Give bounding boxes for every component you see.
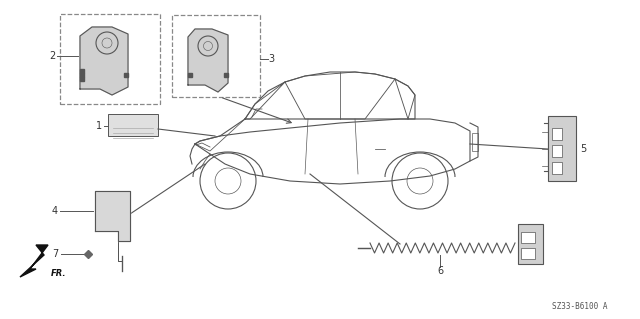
Polygon shape	[20, 245, 48, 277]
Text: 7: 7	[52, 249, 58, 259]
Polygon shape	[95, 191, 130, 241]
Bar	[472, 133, 478, 151]
Text: 4: 4	[52, 206, 58, 216]
Bar	[172, 15, 260, 97]
Bar	[108, 114, 158, 136]
Text: 2: 2	[49, 51, 55, 61]
Text: 5: 5	[580, 144, 586, 154]
Polygon shape	[188, 29, 228, 92]
Bar	[552, 162, 562, 174]
Bar	[548, 116, 576, 181]
Text: 6: 6	[437, 266, 443, 276]
Bar	[552, 128, 562, 140]
Text: FR.: FR.	[51, 269, 67, 278]
Text: 3: 3	[268, 54, 274, 64]
Bar	[518, 224, 543, 264]
Bar	[60, 14, 160, 104]
Polygon shape	[80, 27, 128, 95]
Bar	[521, 248, 535, 259]
Bar	[552, 145, 562, 157]
Text: SZ33-B6100 A: SZ33-B6100 A	[552, 302, 608, 311]
Bar	[521, 232, 535, 243]
Text: 1: 1	[96, 121, 102, 131]
